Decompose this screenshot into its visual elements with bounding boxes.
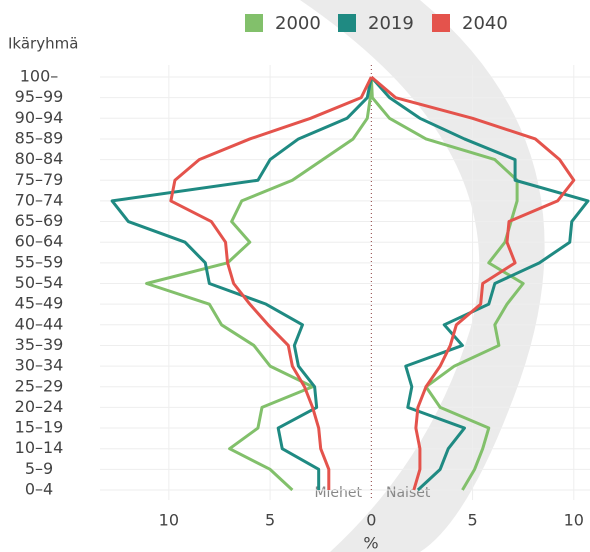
line-women	[370, 75, 576, 491]
y-tick-label: 45–49	[15, 294, 64, 313]
y-tick-label: 75–79	[15, 170, 64, 189]
x-axis-label: %	[363, 534, 378, 552]
legend-label: 2019	[368, 13, 414, 34]
line-women	[369, 76, 525, 491]
y-tick-label: 85–89	[15, 128, 64, 147]
y-tick-label: 100–	[20, 67, 59, 86]
x-tick-label: 5	[265, 511, 275, 530]
y-tick-label: 35–39	[15, 335, 64, 354]
y-tick-label: 70–74	[15, 190, 64, 209]
y-tick-label: 80–84	[15, 149, 64, 168]
y-tick-label: 90–94	[15, 108, 64, 127]
y-tick-label: 55–59	[15, 252, 64, 271]
annotation: Miehet	[314, 485, 362, 501]
line-men	[145, 76, 373, 492]
y-tick-label: 65–69	[15, 211, 64, 230]
y-tick-label: 5–9	[25, 459, 53, 478]
legend-label: 2000	[275, 13, 321, 34]
y-tick-label: 30–34	[15, 356, 64, 375]
y-tick-label: 10–14	[15, 438, 64, 457]
x-tick-label: 0	[366, 511, 376, 530]
y-axis-label: Ikäryhmä	[8, 35, 78, 53]
line-women	[370, 76, 590, 492]
x-tick-label: 5	[467, 511, 477, 530]
legend-swatch	[338, 14, 356, 32]
x-tick-label: 10	[564, 511, 584, 530]
y-tick-label: 50–54	[15, 273, 64, 292]
y-tick-label: 60–64	[15, 232, 64, 251]
legend-swatch	[432, 14, 450, 32]
y-tick-label: 15–19	[15, 418, 64, 437]
watermark	[300, 0, 545, 552]
y-tick-label: 40–44	[15, 314, 64, 333]
y-tick-label: 20–24	[15, 397, 64, 416]
y-tick-label: 0–4	[25, 480, 53, 499]
legend-label: 2040	[462, 13, 508, 34]
y-tick-label: 95–99	[15, 87, 64, 106]
x-tick-label: 10	[159, 511, 179, 530]
y-tick-label: 25–29	[15, 376, 64, 395]
annotation: Naiset	[386, 485, 431, 501]
line-men	[169, 76, 373, 490]
legend-swatch	[245, 14, 263, 32]
line-men	[110, 76, 373, 490]
